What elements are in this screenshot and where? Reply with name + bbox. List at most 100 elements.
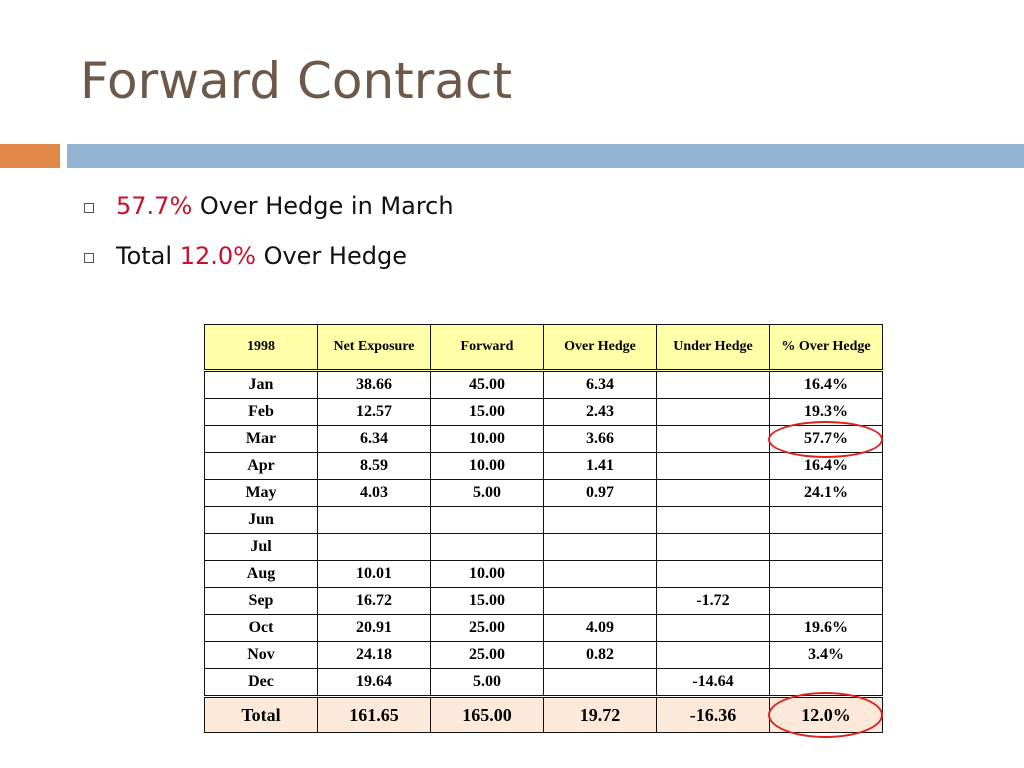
table-cell — [543, 506, 657, 534]
table-row: Jun — [204, 506, 883, 534]
table-cell: May — [204, 479, 318, 507]
bullet-highlight: 12.0% — [179, 242, 256, 270]
table-cell: 6.34 — [543, 370, 657, 399]
table-row: Sep 16.72 15.00 -1.72 — [204, 587, 883, 615]
table-cell: 10.00 — [430, 560, 544, 588]
table-cell: 16.4% — [769, 370, 883, 399]
table-cell: 1.41 — [543, 452, 657, 480]
table-cell: -14.64 — [656, 668, 770, 697]
table-row: Feb 12.57 15.00 2.43 19.3% — [204, 398, 883, 426]
table-cell: 10.00 — [430, 452, 544, 480]
table-cell: % Over Hedge — [769, 324, 883, 372]
table-cell: Dec — [204, 668, 318, 697]
table-header-row: 1998 Net Exposure Forward Over Hedge Under H… — [204, 324, 883, 372]
table-cell — [769, 587, 883, 615]
accent-bar-orange — [0, 144, 60, 168]
table-cell: 15.00 — [430, 398, 544, 426]
table-cell: 0.82 — [543, 641, 657, 669]
table-row: Jul — [204, 533, 883, 561]
table-cell: 19.64 — [317, 668, 431, 697]
table-cell — [543, 668, 657, 697]
table-cell — [656, 370, 770, 399]
table-row: Oct 20.91 25.00 4.09 19.6% — [204, 614, 883, 642]
table-cell: 3.66 — [543, 425, 657, 453]
table-cell: Mar — [204, 425, 318, 453]
table-cell: 20.91 — [317, 614, 431, 642]
table-cell: 15.00 — [430, 587, 544, 615]
table-cell — [769, 506, 883, 534]
square-bullet-icon — [84, 253, 94, 263]
table-cell: Forward — [430, 324, 544, 372]
table-cell: -1.72 — [656, 587, 770, 615]
table-cell: 38.66 — [317, 370, 431, 399]
table-cell: Over Hedge — [543, 324, 657, 372]
table-cell — [317, 533, 431, 561]
table-cell: Net Exposure — [317, 324, 431, 372]
table-cell — [656, 452, 770, 480]
table-cell: 2.43 — [543, 398, 657, 426]
table-cell: Sep — [204, 587, 318, 615]
table-cell — [656, 506, 770, 534]
table-cell — [543, 533, 657, 561]
table-cell: 5.00 — [430, 479, 544, 507]
table-cell: 8.59 — [317, 452, 431, 480]
table-cell: 24.18 — [317, 641, 431, 669]
table-cell: Feb — [204, 398, 318, 426]
square-bullet-icon — [84, 203, 94, 213]
table-cell: Jun — [204, 506, 318, 534]
table-row: Apr 8.59 10.00 1.41 16.4% — [204, 452, 883, 480]
table-cell — [656, 641, 770, 669]
table-cell: 19.6% — [769, 614, 883, 642]
table-row: Aug 10.01 10.00 — [204, 560, 883, 588]
table-cell: Jul — [204, 533, 318, 561]
table-cell: 5.00 — [430, 668, 544, 697]
table-cell: 16.72 — [317, 587, 431, 615]
highlight-circle-march — [767, 420, 883, 458]
table-cell — [656, 479, 770, 507]
table-cell: Nov — [204, 641, 318, 669]
table-cell: 45.00 — [430, 370, 544, 399]
slide-title: Forward Contract — [80, 52, 513, 110]
table-cell: -16.36 — [656, 695, 770, 733]
bullet-highlight: 57.7% — [116, 192, 193, 220]
table-cell — [656, 398, 770, 426]
table-row: Nov 24.18 25.00 0.82 3.4% — [204, 641, 883, 669]
bullet-text: Over Hedge — [255, 242, 407, 270]
table-cell: Under Hedge — [656, 324, 770, 372]
table-cell: 24.1% — [769, 479, 883, 507]
table-cell: 19.72 — [543, 695, 657, 733]
hedge-table: 1998 Net Exposure Forward Over Hedge Under H… — [204, 324, 883, 733]
table-cell: 10.00 — [430, 425, 544, 453]
table-row: May 4.03 5.00 0.97 24.1% — [204, 479, 883, 507]
table-cell: Oct — [204, 614, 318, 642]
table-cell: Aug — [204, 560, 318, 588]
table-cell: 6.34 — [317, 425, 431, 453]
table-cell — [543, 560, 657, 588]
bullet-text: Over Hedge in March — [192, 192, 454, 220]
table-cell: 4.03 — [317, 479, 431, 507]
table-cell — [317, 506, 431, 534]
accent-bar-blue — [67, 144, 1024, 168]
table-cell: 165.00 — [430, 695, 544, 733]
table-cell: 3.4% — [769, 641, 883, 669]
table-cell — [769, 533, 883, 561]
table-cell — [769, 560, 883, 588]
table-row: Jan 38.66 45.00 6.34 16.4% — [204, 370, 883, 399]
table-cell: 161.65 — [317, 695, 431, 733]
table-cell: 25.00 — [430, 614, 544, 642]
table-cell: 12.57 — [317, 398, 431, 426]
table-cell — [656, 425, 770, 453]
table-cell: 0.97 — [543, 479, 657, 507]
table-cell: 1998 — [204, 324, 318, 372]
table-cell: Total — [204, 695, 318, 733]
table-cell: Jan — [204, 370, 318, 399]
table-cell — [656, 560, 770, 588]
bullet-prefix: Total — [116, 242, 180, 270]
table-cell — [656, 533, 770, 561]
table-cell — [656, 614, 770, 642]
table-row: Dec 19.64 5.00 -14.64 — [204, 668, 883, 697]
table-cell: 4.09 — [543, 614, 657, 642]
table-cell — [543, 587, 657, 615]
table-cell — [430, 533, 544, 561]
highlight-circle-total — [767, 691, 883, 738]
